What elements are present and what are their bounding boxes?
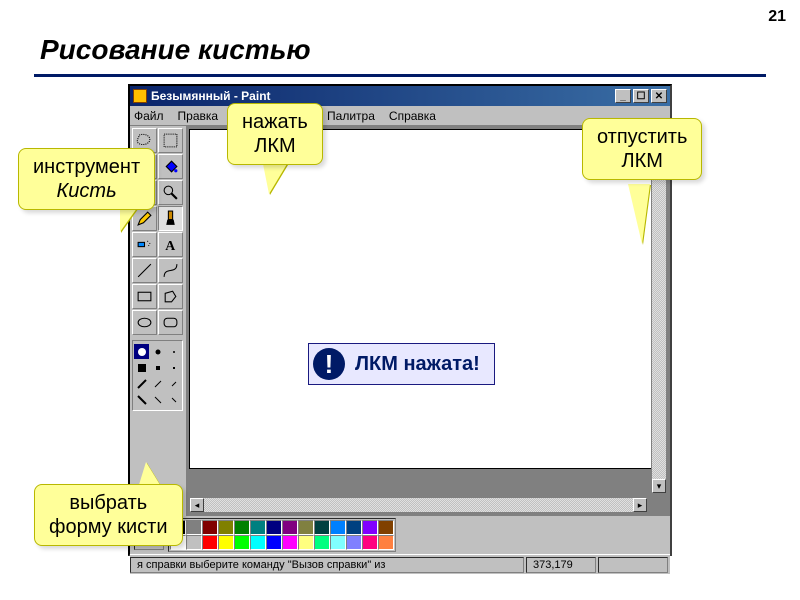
tool-text[interactable]: A xyxy=(158,232,183,257)
callout-tail xyxy=(628,184,650,244)
callout-line: ЛКМ xyxy=(242,134,308,158)
app-icon xyxy=(133,89,147,103)
status-coords: 373,179 xyxy=(526,557,596,573)
color-swatch[interactable] xyxy=(346,535,362,550)
tool-ellipse[interactable] xyxy=(132,310,157,335)
color-swatch[interactable] xyxy=(378,535,394,550)
color-swatch[interactable] xyxy=(186,535,202,550)
tool-roundrect[interactable] xyxy=(158,310,183,335)
brush-bslash-small[interactable] xyxy=(166,392,181,407)
exclamation-icon: ! xyxy=(313,348,345,380)
color-swatch[interactable] xyxy=(330,535,346,550)
color-swatch[interactable] xyxy=(346,520,362,535)
color-swatch[interactable] xyxy=(314,520,330,535)
color-swatch[interactable] xyxy=(298,535,314,550)
slide-title: Рисование кистью xyxy=(40,34,311,66)
callout-shape: выбрать форму кисти xyxy=(34,484,183,546)
brush-square-large[interactable] xyxy=(134,360,149,375)
callout-tail xyxy=(263,164,287,194)
color-swatch[interactable] xyxy=(362,535,378,550)
color-swatch[interactable] xyxy=(218,535,234,550)
scroll-right-icon[interactable]: ▸ xyxy=(633,498,647,512)
callout-instrument: инструмент Кисть xyxy=(18,148,155,210)
maximize-button[interactable]: ☐ xyxy=(633,89,649,103)
tool-polygon[interactable] xyxy=(158,284,183,309)
callout-line: инструмент xyxy=(33,155,140,179)
color-swatch[interactable] xyxy=(250,520,266,535)
color-swatch[interactable] xyxy=(202,535,218,550)
brush-round-small[interactable] xyxy=(166,344,181,359)
menu-file[interactable]: Файл xyxy=(134,109,164,123)
brush-slash-small[interactable] xyxy=(166,376,181,391)
color-swatch[interactable] xyxy=(266,520,282,535)
tool-curve[interactable] xyxy=(158,258,183,283)
brush-square-small[interactable] xyxy=(166,360,181,375)
callout-line: форму кисти xyxy=(49,515,168,539)
tool-zoom[interactable] xyxy=(158,180,183,205)
v-scrollbar[interactable]: ▴ ▾ xyxy=(651,129,667,494)
menu-edit[interactable]: Правка xyxy=(178,109,219,123)
callout-line: отпустить xyxy=(597,125,687,149)
notice-text: ЛКМ нажата! xyxy=(355,353,480,376)
h-scrollbar[interactable]: ◂ ▸ xyxy=(189,497,648,513)
brush-round-large[interactable] xyxy=(134,344,149,359)
tool-rect-select[interactable] xyxy=(158,128,183,153)
tool-fill[interactable] xyxy=(158,154,183,179)
callout-press: нажать ЛКМ xyxy=(227,103,323,165)
tool-rect[interactable] xyxy=(132,284,157,309)
brush-slash-med[interactable] xyxy=(150,376,165,391)
tool-airbrush[interactable] xyxy=(132,232,157,257)
status-help: я справки выберите команду "Вызов справк… xyxy=(130,557,524,573)
h-scroll-track[interactable] xyxy=(204,498,633,512)
title-rule xyxy=(34,74,766,77)
color-swatch[interactable] xyxy=(298,520,314,535)
menu-help[interactable]: Справка xyxy=(389,109,436,123)
color-swatch[interactable] xyxy=(314,535,330,550)
color-swatch[interactable] xyxy=(186,520,202,535)
titlebar[interactable]: Безымянный - Paint _ ☐ ✕ xyxy=(130,86,670,106)
color-swatch[interactable] xyxy=(234,520,250,535)
color-swatch[interactable] xyxy=(362,520,378,535)
color-swatch[interactable] xyxy=(234,535,250,550)
statusbar: я справки выберите команду "Вызов справк… xyxy=(130,554,670,574)
tool-brush[interactable] xyxy=(158,206,183,231)
minimize-button[interactable]: _ xyxy=(615,89,631,103)
color-palette[interactable] xyxy=(168,518,396,552)
color-swatch[interactable] xyxy=(330,520,346,535)
scroll-down-icon[interactable]: ▾ xyxy=(652,479,666,493)
callout-line: Кисть xyxy=(33,179,140,203)
color-swatch[interactable] xyxy=(282,520,298,535)
callout-line: выбрать xyxy=(49,491,168,515)
window-title: Безымянный - Paint xyxy=(151,89,613,103)
status-size xyxy=(598,557,668,573)
menu-palette[interactable]: Палитра xyxy=(327,109,375,123)
callout-release: отпустить ЛКМ xyxy=(582,118,702,180)
callout-line: ЛКМ xyxy=(597,149,687,173)
svg-text:A: A xyxy=(165,238,175,253)
scroll-left-icon[interactable]: ◂ xyxy=(190,498,204,512)
brush-bslash-large[interactable] xyxy=(134,392,149,407)
notice-box: ! ЛКМ нажата! xyxy=(308,343,495,385)
close-button[interactable]: ✕ xyxy=(651,89,667,103)
canvas-area[interactable]: ◂ ▸ ▴ ▾ xyxy=(186,126,670,516)
brush-slash-large[interactable] xyxy=(134,376,149,391)
brush-bslash-med[interactable] xyxy=(150,392,165,407)
callout-line: нажать xyxy=(242,110,308,134)
client-area: A xyxy=(130,126,670,516)
page-number: 21 xyxy=(768,8,786,26)
brush-round-med[interactable] xyxy=(150,344,165,359)
canvas[interactable] xyxy=(189,129,667,469)
brush-options[interactable] xyxy=(132,340,183,411)
v-scroll-track[interactable] xyxy=(652,144,666,479)
color-swatch[interactable] xyxy=(266,535,282,550)
color-swatch[interactable] xyxy=(218,520,234,535)
color-swatch[interactable] xyxy=(250,535,266,550)
color-swatch[interactable] xyxy=(378,520,394,535)
tool-line[interactable] xyxy=(132,258,157,283)
color-swatch[interactable] xyxy=(282,535,298,550)
color-swatch[interactable] xyxy=(202,520,218,535)
brush-square-med[interactable] xyxy=(150,360,165,375)
palette-row xyxy=(130,516,670,554)
